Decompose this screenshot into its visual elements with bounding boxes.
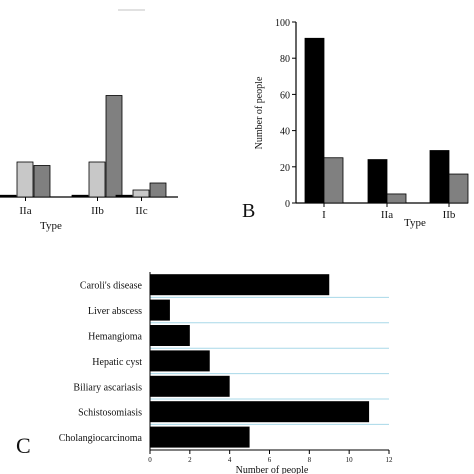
panel-b-x-tick-label-I: I [322,209,326,221]
panel-b: 0 20 40 60 80 100 I IIa IIb Number of people Ty… [242,18,469,229]
panel-c-bar-2 [150,325,190,346]
panel-c-bar-5 [150,401,370,423]
panel-c-category-label-3: Hepatic cyst [92,357,142,368]
panel-a-tick-label-IIb: IIb [91,205,104,217]
panel-a-bar-IIc-s1 [115,194,133,198]
panel-c-x-tick-label-10: 10 [346,456,354,464]
panel-c-bar-6 [150,426,250,448]
panel-c-panel-label: C [16,433,31,458]
panel-c: Caroli's disease Liver abscess Hemangioma H… [16,272,393,474]
panel-c-category-label-0: Caroli's disease [80,281,143,292]
panel-a-bar-IIb-s2 [88,161,106,198]
panel-c-x-tick-label-2: 2 [188,456,192,464]
panel-c-bar-3 [150,350,210,372]
panel-b-y-tick-label-100: 100 [275,18,290,29]
panel-c-bar-4 [150,375,230,397]
panel-c-x-tick-label-12: 12 [386,456,394,464]
panel-c-x-label: Number of people [236,465,309,474]
panel-a: IIa IIb IIc Type [0,9,178,232]
panel-b-bar-I-s1 [304,37,325,204]
panel-c-x-tick-label-8: 8 [308,456,312,464]
panel-a-x-label: Type [40,220,62,232]
panel-b-x-label: Type [404,217,426,229]
panel-b-bar-IIa-s1 [367,159,388,204]
panel-a-bar-IIa-s3 [33,165,51,198]
panel-a-bar-IIc-s3 [149,182,167,198]
panel-c-bar-0 [150,274,330,296]
panel-b-y-tick-label-40: 40 [280,127,290,138]
panel-c-category-label-4: Biliary ascariasis [73,382,142,393]
panel-b-bar-I-s2 [323,157,344,204]
panel-a-tick-label-IIa: IIa [19,205,31,217]
panel-a-bar-IIb-s1 [71,194,89,198]
panel-b-y-tick-label-20: 20 [280,163,290,174]
panel-b-y-tick-label-60: 60 [280,90,290,101]
panel-c-category-label-2: Hemangioma [88,332,142,343]
panel-c-x-tick-label-6: 6 [268,456,272,464]
panel-b-y-label: Number of people [254,76,265,149]
panel-b-bar-IIb-s2 [448,173,469,204]
panel-b-y-tick-label-0: 0 [285,199,290,210]
panel-a-bar-IIc-s2 [132,189,150,198]
panel-a-bar-IIa-s2 [16,161,34,198]
panel-b-y-tick-label-80: 80 [280,54,290,65]
panel-a-bar-IIa-s1 [0,194,17,198]
panel-b-x-tick-label-IIb: IIb [443,209,456,221]
panel-c-bar-1 [150,299,170,321]
panel-a-bar-IIb-s3 [105,95,123,198]
panel-c-category-label-5: Schistosomiasis [78,408,142,419]
panel-b-bar-IIb-s1 [429,150,450,204]
panel-c-x-tick-label-0: 0 [148,456,152,464]
panel-c-category-label-1: Liver abscess [88,306,142,317]
panel-c-x-tick-label-4: 4 [228,456,232,464]
panel-b-panel-label: B [242,200,255,222]
panel-c-category-label-6: Cholangiocarcinoma [59,433,143,444]
panel-b-bar-IIa-s2 [386,193,407,204]
panel-a-tick-label-IIc: IIc [135,205,147,217]
panel-b-x-tick-label-IIa: IIa [381,209,393,221]
